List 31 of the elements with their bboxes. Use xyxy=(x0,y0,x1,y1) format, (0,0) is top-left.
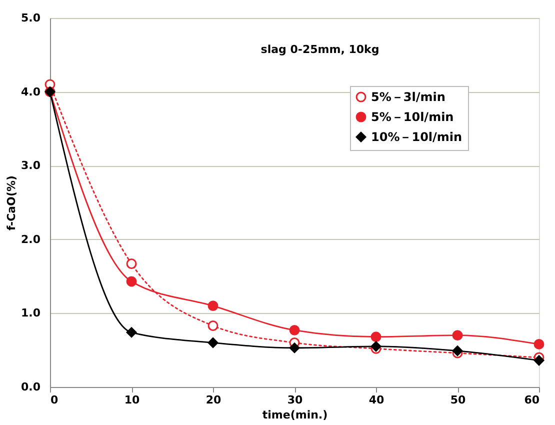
point xyxy=(534,338,544,350)
point xyxy=(289,342,300,354)
point xyxy=(208,320,218,331)
y-tick-label: 1.0 xyxy=(21,306,41,320)
legend-label: 10%－10l/min xyxy=(371,130,462,144)
point xyxy=(534,355,544,366)
legend-label: 5%－10l/min xyxy=(371,110,454,124)
y-tick-label: 0.0 xyxy=(21,380,41,394)
y-tick-label: 5.0 xyxy=(21,12,41,24)
point xyxy=(126,276,137,287)
x-axis-title: time(min.) xyxy=(262,408,328,422)
y-tick-label: 3.0 xyxy=(21,159,41,172)
point xyxy=(126,327,137,338)
point xyxy=(289,324,300,336)
x-tick-label: 40 xyxy=(368,394,384,406)
point xyxy=(452,330,463,341)
point xyxy=(126,258,137,269)
x-tick-label: 60 xyxy=(524,394,540,406)
x-tick-label: 0 xyxy=(50,394,58,406)
x-tick-label: 50 xyxy=(450,394,466,406)
annotation: slag 0-25mm, 10kg xyxy=(260,43,380,56)
y-tick-label: 2.0 xyxy=(21,232,41,246)
y-tick-label: 4.0 xyxy=(21,85,41,98)
x-tick-label: 20 xyxy=(206,394,222,406)
point xyxy=(208,300,218,312)
legend-label: 5%－3l/min xyxy=(371,90,446,104)
point xyxy=(208,338,218,348)
x-tick-label: 10 xyxy=(124,394,140,406)
point xyxy=(370,332,382,342)
y-axis-title: f-CaO(%) xyxy=(5,175,18,231)
x-tick-label: 30 xyxy=(287,394,303,406)
